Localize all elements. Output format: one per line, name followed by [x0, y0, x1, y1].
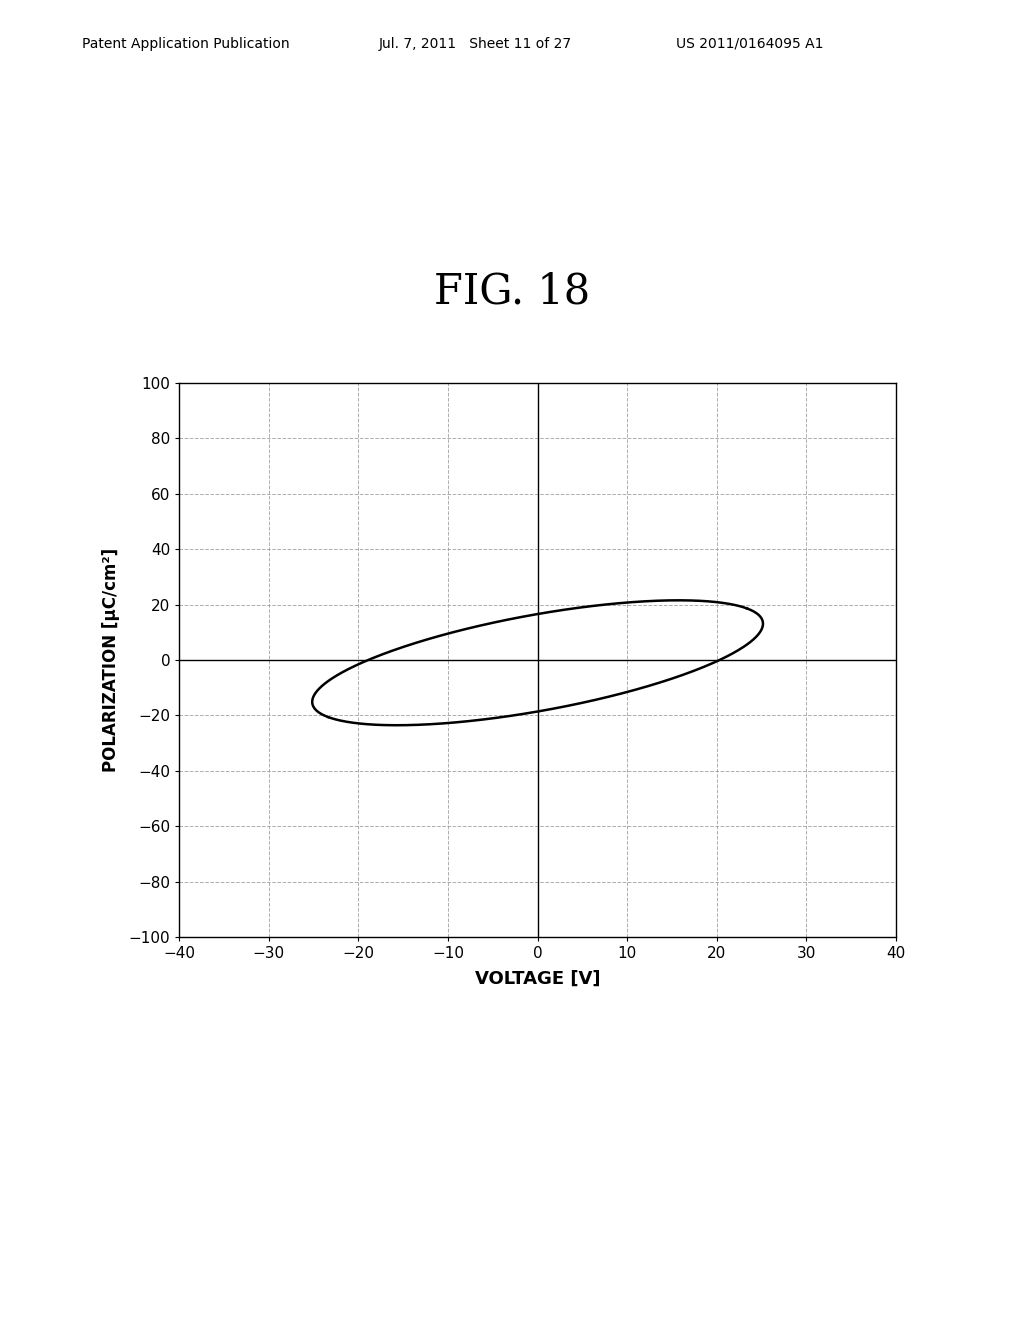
- Text: FIG. 18: FIG. 18: [434, 271, 590, 313]
- Text: Patent Application Publication: Patent Application Publication: [82, 37, 290, 50]
- Text: US 2011/0164095 A1: US 2011/0164095 A1: [676, 37, 823, 50]
- Text: Jul. 7, 2011   Sheet 11 of 27: Jul. 7, 2011 Sheet 11 of 27: [379, 37, 572, 50]
- X-axis label: VOLTAGE [V]: VOLTAGE [V]: [475, 970, 600, 987]
- Y-axis label: POLARIZATION [μC/cm²]: POLARIZATION [μC/cm²]: [102, 548, 120, 772]
